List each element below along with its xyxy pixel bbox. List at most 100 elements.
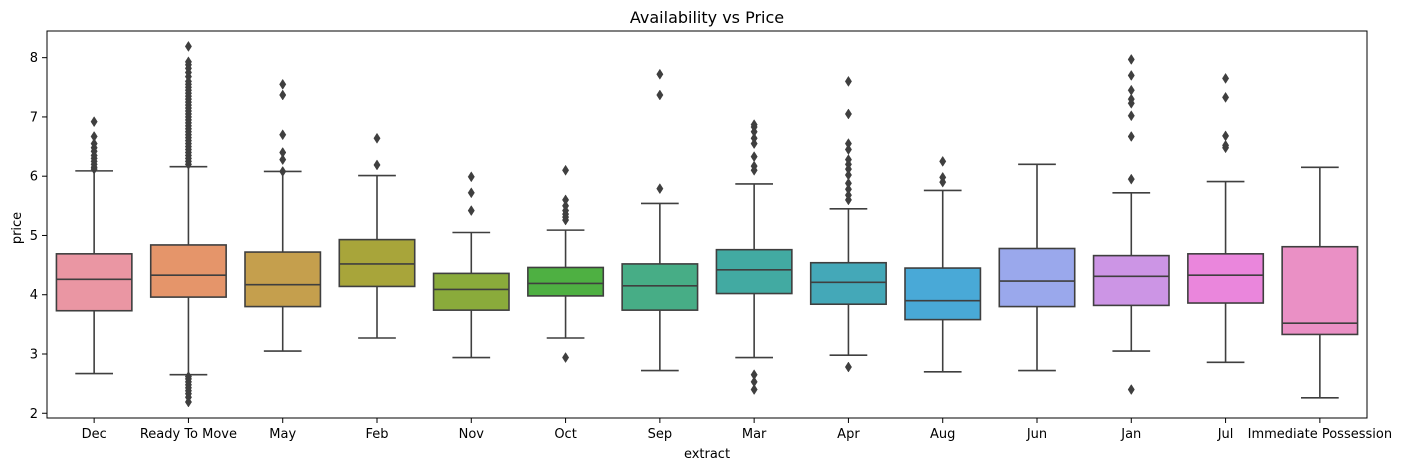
x-tick-label: Jul (1217, 427, 1234, 442)
outlier-point (562, 200, 570, 212)
outlier-point (656, 68, 664, 80)
box-group (1281, 166, 1359, 399)
outlier-point (750, 151, 758, 163)
box-group (527, 164, 605, 364)
x-axis: Dec Ready To Move May Feb Nov Oct Sep Mar Apr Aug… (82, 418, 1392, 442)
outlier-point (279, 129, 287, 141)
y-axis: 2 3 4 5 6 7 8 (30, 51, 47, 422)
box (149, 244, 227, 298)
outlier-point (184, 40, 192, 52)
outlier-point (184, 56, 192, 68)
outlier-point (844, 169, 852, 181)
outlier-point (844, 75, 852, 87)
box (621, 263, 699, 311)
box (998, 247, 1076, 308)
x-tick-label: Aug (930, 427, 955, 442)
y-tick-label: 2 (30, 407, 38, 422)
outlier-point (1127, 69, 1135, 81)
outlier-point (844, 177, 852, 189)
box-group (715, 119, 793, 396)
box-group (621, 68, 699, 372)
x-tick-label: Mar (742, 427, 767, 442)
box (338, 238, 416, 288)
box (244, 251, 322, 308)
outlier-point (1127, 131, 1135, 142)
x-tick-label: Jun (1026, 427, 1047, 442)
outlier-point (844, 183, 852, 195)
outlier-point (1222, 130, 1230, 142)
box-group (809, 75, 887, 373)
outlier-point (844, 189, 852, 201)
box-group (244, 78, 322, 352)
y-tick-label: 6 (30, 170, 38, 185)
outlier-point (844, 154, 852, 166)
outlier-point (750, 384, 758, 396)
outlier-point (939, 155, 947, 167)
outlier-point (1127, 93, 1135, 105)
x-tick-label: Ready To Move (140, 427, 237, 442)
box-group (904, 155, 982, 373)
outlier-point (844, 138, 852, 150)
plot-area (55, 40, 1359, 408)
outlier-point (279, 154, 287, 166)
outlier-point (1127, 173, 1135, 185)
y-tick-label: 3 (30, 347, 38, 362)
outlier-point (467, 187, 475, 199)
box (527, 266, 605, 297)
outlier-point (184, 371, 192, 382)
box (1187, 253, 1265, 304)
x-tick-label: Nov (459, 427, 485, 442)
plot-frame (46, 30, 1368, 419)
outlier-point (1127, 53, 1135, 65)
x-tick-label: Jan (1120, 427, 1141, 442)
chart-title: Availability vs Price (630, 8, 784, 27)
outlier-point (1222, 91, 1230, 103)
outlier-point (562, 164, 570, 176)
outlier-point (750, 369, 758, 381)
y-tick-label: 4 (30, 288, 38, 303)
outlier-point (1127, 384, 1135, 396)
box-group (1187, 72, 1265, 364)
box-group (338, 132, 416, 339)
outlier-point (373, 159, 381, 171)
outlier-point (656, 89, 664, 101)
outlier-point (844, 108, 852, 120)
outlier-point (467, 205, 475, 217)
outlier-point (279, 89, 287, 101)
y-tick-label: 7 (30, 110, 38, 125)
outlier-point (1127, 110, 1135, 122)
box (55, 253, 133, 312)
box-group (998, 163, 1076, 372)
x-tick-label: Immediate Possession (1248, 427, 1392, 442)
box-group (55, 116, 133, 375)
box (1281, 245, 1359, 336)
outlier-point (750, 119, 758, 131)
outlier-point (844, 361, 852, 373)
box (432, 272, 510, 311)
x-tick-label: Oct (554, 427, 576, 442)
outlier-point (279, 165, 287, 177)
outlier-point (467, 171, 475, 183)
x-tick-label: May (269, 427, 296, 442)
y-tick-label: 8 (30, 51, 38, 66)
box-group (1092, 53, 1170, 396)
x-tick-label: Sep (648, 427, 673, 442)
x-tick-label: Apr (837, 427, 860, 442)
outlier-point (1127, 84, 1135, 96)
y-axis-label: price (10, 212, 25, 244)
outlier-point (90, 131, 98, 142)
box (1092, 254, 1170, 307)
outlier-point (750, 132, 758, 144)
outlier-point (562, 194, 570, 206)
outlier-point (562, 352, 570, 364)
box-group (432, 171, 510, 359)
outlier-point (656, 183, 664, 195)
box (904, 267, 982, 321)
outlier-point (750, 376, 758, 388)
x-tick-label: Dec (82, 427, 107, 442)
outlier-point (279, 78, 287, 90)
outlier-point (90, 138, 98, 150)
outlier-point (373, 132, 381, 144)
x-axis-label: extract (684, 447, 730, 462)
